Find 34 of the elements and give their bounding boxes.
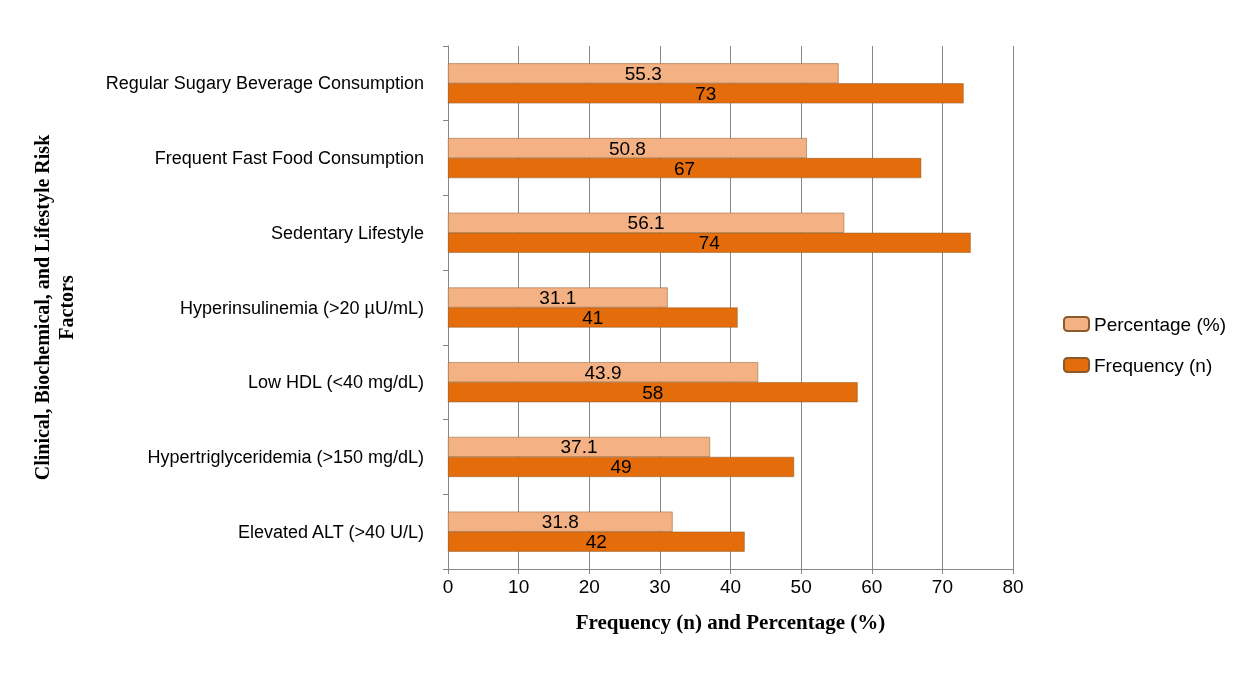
data-label: 67 — [674, 157, 696, 179]
y-tick-label: Frequent Fast Food Consumption — [154, 148, 424, 169]
data-label: 58 — [642, 381, 664, 403]
x-tick-label: 30 — [649, 576, 671, 597]
x-tick-label: 0 — [442, 576, 454, 597]
data-label: 31.8 — [541, 511, 579, 533]
data-label: 31.1 — [539, 287, 577, 308]
x-tick-label: 20 — [578, 576, 600, 597]
y-tick-label: Elevated ALT (>40 U/L) — [238, 521, 424, 542]
legend-label: Percentage (%) — [1093, 313, 1227, 335]
y-axis-title: Clinical, Biochemical, and Lifestyle Risk Factors — [31, 133, 77, 481]
data-label: 37.1 — [560, 436, 598, 458]
data-label: 41 — [582, 307, 604, 328]
data-label: 49 — [610, 456, 632, 478]
legend-label: Frequency (n) — [1093, 354, 1213, 376]
data-label: 73 — [695, 82, 717, 104]
y-tick-label: Hypertriglyceridemia (>150 mg/dL) — [147, 446, 424, 467]
x-tick-label: 60 — [861, 576, 883, 597]
y-tick-label: Low HDL (<40 mg/dL) — [248, 372, 424, 393]
data-label: 74 — [698, 232, 721, 254]
y-tick-label: Regular Sugary Beverage Consumption — [105, 73, 424, 94]
x-tick-label: 40 — [719, 576, 742, 597]
data-label: 43.9 — [584, 361, 622, 383]
data-label: 50.8 — [608, 137, 646, 159]
x-tick-label: 70 — [931, 576, 953, 597]
data-label: 55.3 — [624, 62, 662, 84]
x-axis-title: Frequency (n) and Percentage (%) — [575, 609, 886, 634]
x-tick-label: 50 — [790, 576, 812, 597]
y-tick-label: Sedentary Lifestyle — [270, 222, 424, 243]
y-tick-label: Hyperinsulinemia (>20 µU/mL) — [180, 297, 424, 318]
x-tick-label: 10 — [508, 576, 530, 597]
data-label: 56.1 — [627, 212, 665, 234]
x-tick-label: 80 — [1002, 576, 1024, 597]
data-label: 42 — [585, 531, 607, 553]
